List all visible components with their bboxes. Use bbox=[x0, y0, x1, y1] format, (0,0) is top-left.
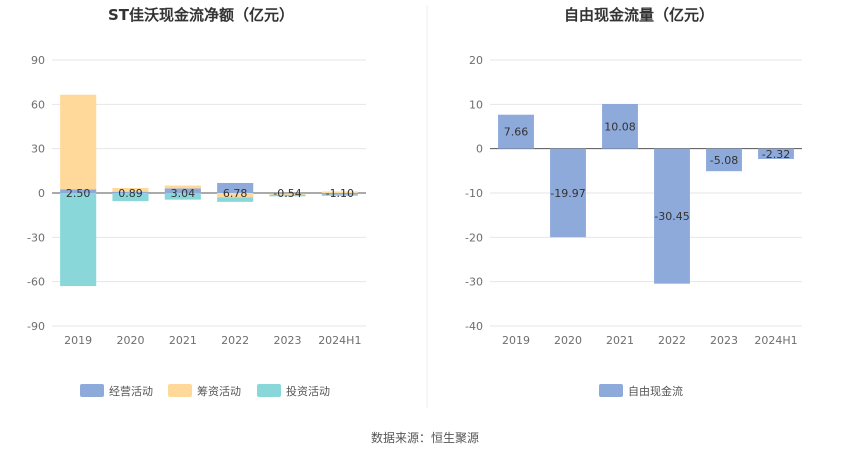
chart-title-1: 自由现金流量（亿元） bbox=[564, 6, 714, 24]
y-tick-label: 0 bbox=[476, 143, 483, 156]
bar-投资活动-2024H1 bbox=[321, 194, 358, 196]
data-label: -19.97 bbox=[550, 187, 585, 200]
x-tick-label: 2022 bbox=[658, 334, 686, 347]
bar-筹资活动-2022 bbox=[217, 193, 254, 198]
bar-经营活动-2021 bbox=[164, 188, 201, 193]
y-tick-label: -90 bbox=[27, 320, 45, 333]
bar-自由现金流-2020 bbox=[550, 148, 586, 238]
x-tick-label: 2020 bbox=[554, 334, 582, 347]
x-tick-label: 2024H1 bbox=[318, 334, 361, 347]
legend-label-经营活动: 经营活动 bbox=[109, 384, 153, 398]
x-tick-label: 2023 bbox=[710, 334, 738, 347]
legend-swatch-经营活动 bbox=[80, 384, 104, 397]
bar-自由现金流-2022 bbox=[654, 148, 690, 284]
data-label: 7.66 bbox=[504, 126, 529, 139]
legend-swatch-自由现金流 bbox=[599, 384, 623, 397]
y-tick-label: 30 bbox=[31, 143, 45, 156]
x-tick-label: 2019 bbox=[64, 334, 92, 347]
y-tick-label: -40 bbox=[465, 320, 483, 333]
bar-投资活动-2022 bbox=[217, 197, 254, 202]
bar-投资活动-2020 bbox=[112, 193, 149, 202]
bar-经营活动-2019 bbox=[60, 189, 97, 193]
bar-投资活动-2021 bbox=[164, 193, 201, 200]
data-label: 10.08 bbox=[604, 120, 636, 133]
legend-swatch-投资活动 bbox=[257, 384, 281, 397]
data-label: -1.10 bbox=[326, 187, 354, 200]
x-tick-label: 2021 bbox=[169, 334, 197, 347]
y-tick-label: 20 bbox=[469, 54, 483, 67]
bar-经营活动-2022 bbox=[217, 182, 254, 193]
legend-label-自由现金流: 自由现金流 bbox=[628, 384, 683, 398]
bar-投资活动-2019 bbox=[60, 193, 97, 287]
data-label: -30.45 bbox=[654, 210, 689, 223]
data-label: -2.32 bbox=[762, 148, 790, 161]
y-tick-label: -10 bbox=[465, 187, 483, 200]
source-note: 数据来源：恒生聚源 bbox=[371, 430, 479, 445]
bar-自由现金流-2019 bbox=[498, 114, 534, 149]
x-tick-label: 2019 bbox=[502, 334, 530, 347]
bar-自由现金流-2023 bbox=[706, 148, 742, 172]
bar-经营活动-2023 bbox=[269, 193, 306, 194]
x-tick-label: 2021 bbox=[606, 334, 634, 347]
bar-投资活动-2023 bbox=[269, 194, 306, 197]
x-tick-label: 2024H1 bbox=[754, 334, 797, 347]
y-tick-label: -60 bbox=[27, 276, 45, 289]
data-label: 3.04 bbox=[171, 187, 196, 200]
y-tick-label: 60 bbox=[31, 98, 45, 111]
bar-筹资活动-2021 bbox=[164, 185, 201, 189]
y-tick-label: 90 bbox=[31, 54, 45, 67]
legend-swatch-筹资活动 bbox=[168, 384, 192, 397]
bar-筹资活动-2023 bbox=[269, 193, 306, 195]
x-tick-label: 2023 bbox=[274, 334, 302, 347]
y-tick-label: -20 bbox=[465, 231, 483, 244]
data-label: 2.50 bbox=[66, 187, 91, 200]
y-tick-label: -30 bbox=[465, 276, 483, 289]
bar-筹资活动-2020 bbox=[112, 187, 149, 192]
data-label: -0.54 bbox=[273, 187, 301, 200]
bar-筹资活动-2024H1 bbox=[321, 191, 358, 193]
data-label: -5.08 bbox=[710, 154, 738, 167]
legend-label-筹资活动: 筹资活动 bbox=[197, 384, 241, 398]
bar-经营活动-2024H1 bbox=[321, 193, 358, 195]
y-tick-label: -30 bbox=[27, 231, 45, 244]
x-tick-label: 2020 bbox=[117, 334, 145, 347]
y-tick-label: 10 bbox=[469, 98, 483, 111]
x-tick-label: 2022 bbox=[221, 334, 249, 347]
data-label: 6.78 bbox=[223, 187, 248, 200]
bar-经营活动-2020 bbox=[112, 191, 149, 193]
bar-自由现金流-2021 bbox=[602, 103, 638, 149]
data-label: 0.89 bbox=[118, 187, 143, 200]
legend-label-投资活动: 投资活动 bbox=[286, 384, 330, 398]
chart-title-0: ST佳沃现金流净额（亿元） bbox=[108, 6, 294, 24]
bar-筹资活动-2019 bbox=[60, 94, 97, 190]
bar-自由现金流-2024H1 bbox=[758, 148, 794, 159]
y-tick-label: 0 bbox=[38, 187, 45, 200]
